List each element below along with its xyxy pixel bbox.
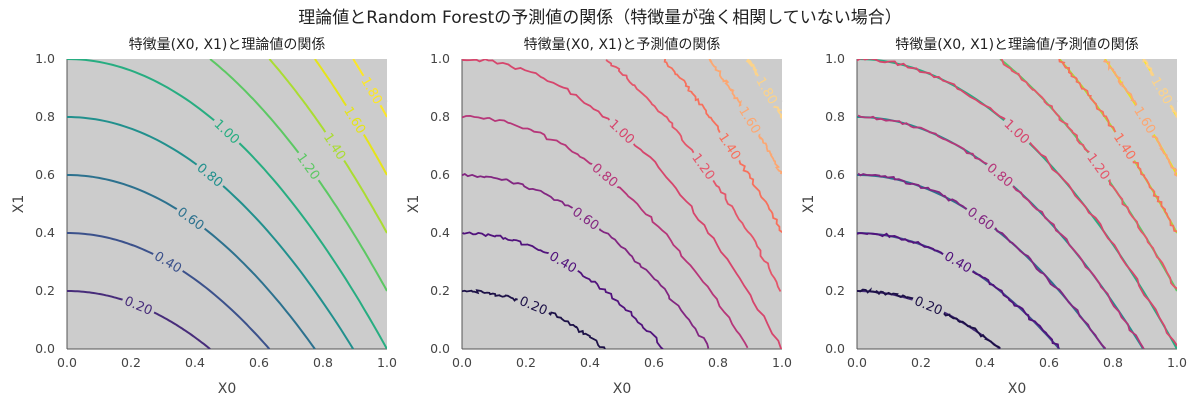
contour-label-bg (1129, 101, 1161, 139)
x-tick-label: 1.0 (1167, 355, 1187, 370)
contour-label-bg (909, 291, 948, 320)
x-axis-label: X0 (613, 381, 632, 397)
contour-line-predicted (605, 59, 782, 292)
contour-labels: 0.200.400.600.801.001.201.401.601.80 (514, 71, 783, 320)
contour-label-bg (604, 114, 640, 149)
x-tick-label: 0.2 (911, 355, 931, 370)
y-tick-label: 1.0 (35, 51, 55, 66)
x-tick-label: 0.0 (452, 355, 472, 370)
y-tick-label: 0.4 (430, 225, 450, 240)
contour-label-bg (1082, 147, 1116, 185)
contour-label-bg (149, 246, 187, 278)
panel-2: 特徴量(X0, X1)と予測値の関係 0.0 0.2 0.4 0.6 0.8 1.0 0.0 0… (406, 37, 792, 397)
y-tick-label: 0.8 (35, 109, 55, 124)
contour-label-bg (339, 101, 371, 139)
y-axis-label: X1 (11, 195, 27, 214)
y-tick-label: 0.0 (430, 341, 450, 356)
x-tick-label: 0.0 (847, 355, 867, 370)
contour-label-bg (356, 71, 388, 110)
y-axis-label: X1 (406, 195, 422, 214)
x-tick-label: 0.2 (121, 355, 141, 370)
x-tick-label: 0.8 (313, 355, 333, 370)
y-tick-label: 0.0 (825, 341, 845, 356)
contour-label-bg (209, 114, 245, 149)
x-tick-label: 0.4 (975, 355, 995, 370)
y-tick-label: 0.2 (430, 283, 450, 298)
panel-1: 特徴量(X0, X1)と理論値の関係 0.0 0.2 0.4 0.6 0.8 1.0 0.0 0… (11, 37, 397, 397)
y-tick-label: 1.0 (430, 51, 450, 66)
panel-3: 特徴量(X0, X1)と理論値/予測値の関係 0.0 0.2 0.4 0.6 0.8 1.0… (801, 37, 1187, 397)
contour-label-bg (1146, 71, 1178, 110)
contour-label-bg (939, 246, 977, 278)
figure-title: 理論値とRandom Forestの予測値の関係（特徴量が強く相関していない場合… (298, 8, 901, 28)
y-tick-label: 0.8 (825, 109, 845, 124)
x-tick-label: 0.4 (185, 355, 205, 370)
contour-label-bg (318, 127, 351, 165)
contour-label-bg (119, 291, 158, 320)
contour-label-bg (713, 127, 746, 165)
y-tick-label: 0.2 (825, 283, 845, 298)
panel-title: 特徴量(X0, X1)と理論値/予測値の関係 (895, 37, 1139, 53)
x-tick-label: 0.6 (249, 355, 269, 370)
contour-label-bg (751, 71, 783, 110)
x-tick-label: 0.6 (644, 355, 664, 370)
contour-label-bg (999, 114, 1035, 149)
y-tick-label: 1.0 (825, 51, 845, 66)
y-tick-label: 0.6 (825, 167, 845, 182)
contour-labels: 0.200.400.600.801.001.201.401.601.80 (119, 71, 388, 320)
y-tick-label: 0.6 (35, 167, 55, 182)
contour-label-bg (687, 147, 721, 185)
x-tick-label: 0.6 (1039, 355, 1059, 370)
contour-label-bg (292, 147, 326, 185)
x-tick-label: 0.2 (516, 355, 536, 370)
x-tick-label: 1.0 (772, 355, 792, 370)
y-tick-label: 0.4 (35, 225, 55, 240)
contour-label-bg (1108, 127, 1141, 165)
y-tick-label: 0.6 (430, 167, 450, 182)
y-tick-label: 0.8 (430, 109, 450, 124)
contour-label-bg (191, 157, 229, 193)
x-tick-label: 0.0 (57, 355, 77, 370)
x-tick-label: 1.0 (377, 355, 397, 370)
panel-title: 特徴量(X0, X1)と理論値の関係 (129, 37, 326, 53)
x-axis-label: X0 (218, 381, 237, 397)
panel-title: 特徴量(X0, X1)と予測値の関係 (524, 37, 721, 53)
y-tick-label: 0.2 (35, 283, 55, 298)
y-tick-label: 0.0 (35, 341, 55, 356)
x-tick-label: 0.4 (580, 355, 600, 370)
y-tick-label: 0.4 (825, 225, 845, 240)
contour-label-bg (981, 157, 1019, 193)
x-tick-label: 0.8 (708, 355, 728, 370)
x-tick-label: 0.8 (1103, 355, 1123, 370)
contour-label-bg (514, 291, 553, 320)
x-axis-label: X0 (1008, 381, 1027, 397)
contour-label-bg (586, 157, 624, 193)
contour-label-bg (962, 202, 1000, 235)
contour-label-bg (172, 202, 210, 235)
y-axis-label: X1 (801, 195, 817, 214)
contour-label-bg (544, 246, 582, 278)
contour-label-bg (734, 101, 766, 139)
contour-label-bg (567, 202, 605, 235)
